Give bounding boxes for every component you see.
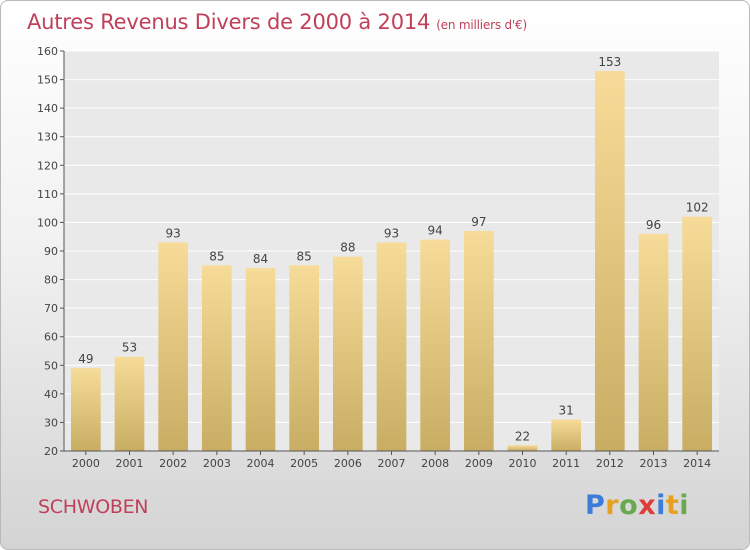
bar-value-label: 153 bbox=[598, 55, 621, 69]
chart-title: Autres Revenus Divers de 2000 à 2014 bbox=[27, 10, 431, 34]
x-tick-label: 2012 bbox=[596, 457, 624, 470]
x-tick-label: 2013 bbox=[640, 457, 668, 470]
chart-subtitle: (en milliers d'€) bbox=[436, 18, 527, 32]
x-tick-label: 2004 bbox=[247, 457, 275, 470]
y-tick-label: 110 bbox=[37, 188, 58, 201]
logo-letter: r bbox=[605, 490, 620, 521]
x-tick-label: 2009 bbox=[465, 457, 493, 470]
y-tick-label: 50 bbox=[44, 359, 58, 372]
x-tick-label: 2005 bbox=[290, 457, 318, 470]
y-tick-label: 30 bbox=[44, 416, 58, 429]
x-tick-label: 2000 bbox=[72, 457, 100, 470]
y-tick-label: 80 bbox=[44, 274, 58, 287]
bar-value-label: 102 bbox=[686, 201, 709, 215]
bar-value-label: 93 bbox=[166, 226, 181, 240]
bar-value-label: 88 bbox=[340, 241, 355, 255]
bar bbox=[332, 256, 363, 451]
x-tick-label: 2001 bbox=[116, 457, 144, 470]
bar bbox=[463, 231, 494, 451]
bar bbox=[201, 265, 232, 451]
y-tick-label: 40 bbox=[44, 388, 58, 401]
x-tick-label: 2003 bbox=[203, 457, 231, 470]
bar-value-label: 31 bbox=[559, 404, 574, 418]
bar bbox=[551, 419, 582, 451]
x-tick-label: 2010 bbox=[509, 457, 537, 470]
bar bbox=[376, 242, 407, 451]
bar-value-label: 94 bbox=[428, 224, 443, 238]
bar-value-label: 84 bbox=[253, 252, 268, 266]
bar bbox=[245, 268, 276, 451]
y-tick-label: 150 bbox=[37, 74, 58, 87]
y-tick-label: 60 bbox=[44, 331, 58, 344]
bar bbox=[289, 265, 320, 451]
x-tick-label: 2007 bbox=[378, 457, 406, 470]
logo-letter: i bbox=[679, 490, 690, 521]
logo-letter: i bbox=[656, 490, 666, 521]
logo-letter: o bbox=[619, 490, 639, 521]
bar-value-label: 85 bbox=[297, 249, 312, 263]
proxiti-logo[interactable]: Proxiti bbox=[585, 490, 689, 521]
logo-letter: t bbox=[665, 490, 680, 521]
y-tick-label: 90 bbox=[44, 245, 58, 258]
bar bbox=[507, 445, 538, 451]
x-tick-label: 2006 bbox=[334, 457, 362, 470]
y-tick-label: 20 bbox=[44, 445, 58, 458]
bar bbox=[594, 71, 625, 451]
bar-value-label: 97 bbox=[471, 215, 486, 229]
bar bbox=[638, 233, 669, 451]
bar bbox=[158, 242, 189, 451]
y-tick-label: 160 bbox=[37, 45, 58, 58]
x-tick-label: 2014 bbox=[683, 457, 711, 470]
chart-title-block: Autres Revenus Divers de 2000 à 2014 (en … bbox=[27, 10, 527, 34]
x-tick-label: 2002 bbox=[159, 457, 187, 470]
bar-value-label: 53 bbox=[122, 341, 137, 355]
logo-letter: P bbox=[585, 490, 606, 521]
bar-value-label: 49 bbox=[78, 352, 93, 366]
y-tick-label: 70 bbox=[44, 302, 58, 315]
x-tick-label: 2011 bbox=[552, 457, 580, 470]
bar bbox=[114, 356, 145, 451]
bar bbox=[70, 368, 101, 451]
y-tick-label: 120 bbox=[37, 159, 58, 172]
bar-value-label: 93 bbox=[384, 226, 399, 240]
y-tick-label: 130 bbox=[37, 131, 58, 144]
logo-letter: x bbox=[638, 490, 657, 521]
y-tick-label: 100 bbox=[37, 216, 58, 229]
bar bbox=[420, 239, 451, 451]
bar-value-label: 85 bbox=[209, 249, 224, 263]
bar-value-label: 96 bbox=[646, 218, 661, 232]
x-tick-label: 2008 bbox=[421, 457, 449, 470]
y-tick-label: 140 bbox=[37, 102, 58, 115]
bar-value-label: 22 bbox=[515, 429, 530, 443]
commune-name: SCHWOBEN bbox=[38, 496, 149, 518]
bar bbox=[682, 216, 713, 451]
